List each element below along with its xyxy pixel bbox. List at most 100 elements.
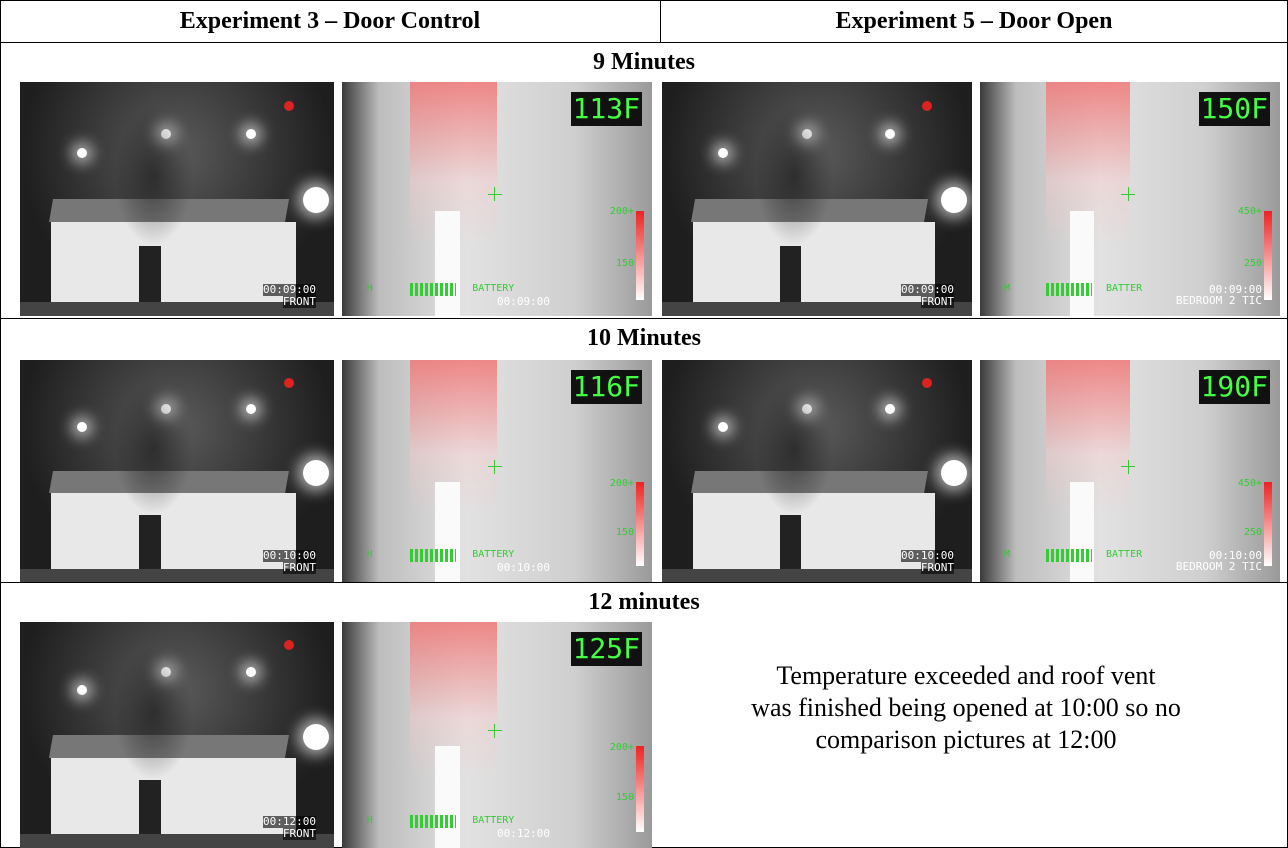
smoke	[755, 105, 833, 246]
scale-bar	[636, 210, 644, 300]
timestamp: 00:09:00	[901, 283, 954, 296]
hot-column	[435, 746, 460, 848]
ground	[662, 301, 972, 316]
temperature: 116F	[570, 370, 642, 404]
light	[717, 422, 728, 433]
timestamp: 00:12:00	[263, 815, 316, 828]
battery: BATTER	[1106, 549, 1143, 560]
row-divider	[0, 318, 1288, 319]
column-header: Experiment 5 – Door Open	[835, 8, 1113, 34]
battery: BATTERY	[472, 283, 515, 294]
battery-bars	[1046, 283, 1092, 296]
smoke	[755, 382, 833, 516]
battery: BATTERY	[472, 815, 515, 826]
row-divider	[0, 582, 1288, 583]
scale-top: 200+	[609, 477, 634, 489]
light	[885, 128, 896, 139]
timestamp: 00:10:00	[901, 549, 954, 562]
thermal-image: 113F 200+ 150 H BATTERY 00:09:00	[342, 82, 652, 316]
mode: H	[366, 283, 373, 294]
temperature: 150F	[1198, 92, 1270, 126]
hot-column	[435, 210, 460, 316]
scale-top: 450+	[1237, 206, 1262, 218]
camera-photo: 00:10:00 FRONT	[662, 360, 972, 582]
door	[139, 780, 162, 835]
column-header: Experiment 3 – Door Control	[179, 8, 481, 34]
scale-mid: 150	[615, 257, 634, 269]
scale-mid: 250	[1243, 257, 1262, 269]
timestamp: 00:10:00	[263, 549, 316, 562]
timestamp: 00:10:00	[1209, 549, 1262, 562]
record-dot	[283, 377, 294, 388]
mode: M	[1004, 549, 1011, 560]
battery-bars	[410, 815, 457, 828]
battery-bars	[410, 283, 457, 296]
temperature: 113F	[570, 92, 642, 126]
hot-column	[1070, 210, 1094, 316]
thermal-image: 116F 200+ 150 H BATTERY 00:10:00	[342, 360, 652, 582]
thermal-label: BEDROOM 2 TIC	[1175, 560, 1262, 573]
camera-label: FRONT	[282, 827, 316, 840]
door	[139, 245, 162, 302]
thermal-image: 125F 200+ 150 H BATTERY 00:12:00	[342, 622, 652, 848]
smoke	[114, 644, 193, 781]
thermal-image: 150F 450+ 250 M BATTER 00:09:00 BEDROOM 2 TIC	[980, 82, 1280, 316]
row-divider	[0, 42, 1288, 43]
mode: M	[1004, 283, 1011, 294]
battery-bars	[410, 549, 457, 562]
record-dot	[922, 100, 933, 111]
ground	[20, 834, 334, 848]
record-dot	[283, 100, 294, 111]
scale-bar	[1264, 210, 1272, 300]
temperature: 190F	[1198, 370, 1270, 404]
timestamp: 00:09:00	[497, 295, 550, 308]
light	[246, 667, 257, 678]
light	[941, 187, 967, 214]
light	[246, 128, 257, 139]
crosshair	[487, 723, 502, 738]
crosshair	[487, 459, 502, 474]
hot-column	[1070, 482, 1094, 582]
door	[779, 515, 802, 569]
smoke	[114, 382, 193, 516]
camera-photo: 00:09:00 FRONT	[662, 82, 972, 316]
light	[717, 147, 728, 158]
mode: H	[366, 815, 373, 826]
light	[885, 404, 896, 415]
scale-bar	[1264, 482, 1272, 567]
camera-label: FRONT	[282, 561, 316, 574]
ground	[662, 568, 972, 582]
record-dot	[283, 640, 294, 651]
scale-bar	[636, 482, 644, 567]
camera-label: FRONT	[282, 295, 316, 308]
crosshair	[487, 187, 502, 202]
door	[139, 515, 162, 569]
light	[302, 723, 329, 750]
light	[76, 422, 87, 433]
timestamp: 00:09:00	[1209, 283, 1262, 296]
smoke	[114, 105, 193, 246]
note-line: was finished being opened at 10:00 so no	[751, 693, 1181, 722]
light	[246, 404, 257, 415]
camera-label: FRONT	[920, 561, 954, 574]
timestamp: 00:10:00	[497, 561, 550, 574]
scale-top: 450+	[1237, 477, 1262, 489]
record-dot	[922, 377, 933, 388]
note-line: Temperature exceeded and roof vent	[776, 661, 1156, 690]
scale-top: 200+	[609, 741, 634, 753]
battery-bars	[1046, 549, 1092, 562]
light	[302, 187, 329, 214]
camera-photo: 00:09:00 FRONT	[20, 82, 334, 316]
timestamp: 00:12:00	[497, 827, 550, 840]
thermal-image: 190F 450+ 250 M BATTER 00:10:00 BEDROOM 2 TIC	[980, 360, 1280, 582]
ground	[20, 301, 334, 316]
light	[941, 459, 967, 486]
section-label: 12 minutes	[588, 589, 700, 615]
scale-top: 200+	[609, 206, 634, 218]
camera-photo: 00:10:00 FRONT	[20, 360, 334, 582]
column-divider	[660, 0, 661, 42]
light	[76, 147, 87, 158]
section-label: 9 Minutes	[593, 49, 695, 75]
battery: BATTER	[1106, 283, 1143, 294]
scale-mid: 250	[1243, 526, 1262, 538]
